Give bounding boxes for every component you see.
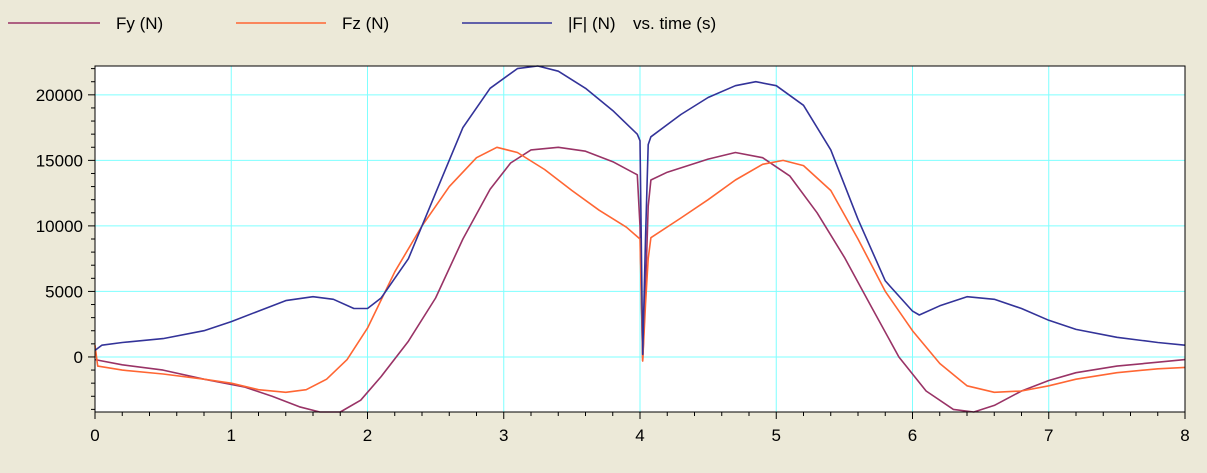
series-line-fmag bbox=[94, 65, 1186, 356]
y-tick-label: 0 bbox=[74, 348, 83, 367]
x-tick-label: 4 bbox=[635, 426, 644, 445]
y-tick-label: 15000 bbox=[36, 151, 83, 170]
legend-item-fy: Fy (N) bbox=[8, 14, 163, 33]
x-tick-label: 3 bbox=[499, 426, 508, 445]
x-tick-label: 5 bbox=[772, 426, 781, 445]
x-tick-label: 0 bbox=[90, 426, 99, 445]
x-tick-label: 7 bbox=[1044, 426, 1053, 445]
legend-item-fz: Fz (N) bbox=[236, 14, 389, 33]
legend-label-fz: Fz (N) bbox=[342, 14, 389, 33]
legend-label-fy: Fy (N) bbox=[116, 14, 163, 33]
legend: Fy (N) Fz (N) |F| (N) vs. time (s) bbox=[8, 14, 716, 33]
tick-labels: 0 1 2 3 4 5 6 7 8 0 5000 10000 15000 20000 bbox=[36, 86, 1190, 445]
axes bbox=[88, 65, 1186, 419]
x-tick-label: 8 bbox=[1180, 426, 1189, 445]
x-tick-label: 2 bbox=[363, 426, 372, 445]
legend-suffix: vs. time (s) bbox=[633, 14, 716, 33]
legend-label-fmag: |F| (N) bbox=[568, 14, 616, 33]
y-tick-label: 20000 bbox=[36, 86, 83, 105]
legend-item-fmag: |F| (N) vs. time (s) bbox=[462, 14, 716, 33]
x-tick-label: 6 bbox=[908, 426, 917, 445]
y-tick-label: 10000 bbox=[36, 217, 83, 236]
y-tick-label: 5000 bbox=[45, 282, 83, 301]
x-tick-label: 1 bbox=[227, 426, 236, 445]
